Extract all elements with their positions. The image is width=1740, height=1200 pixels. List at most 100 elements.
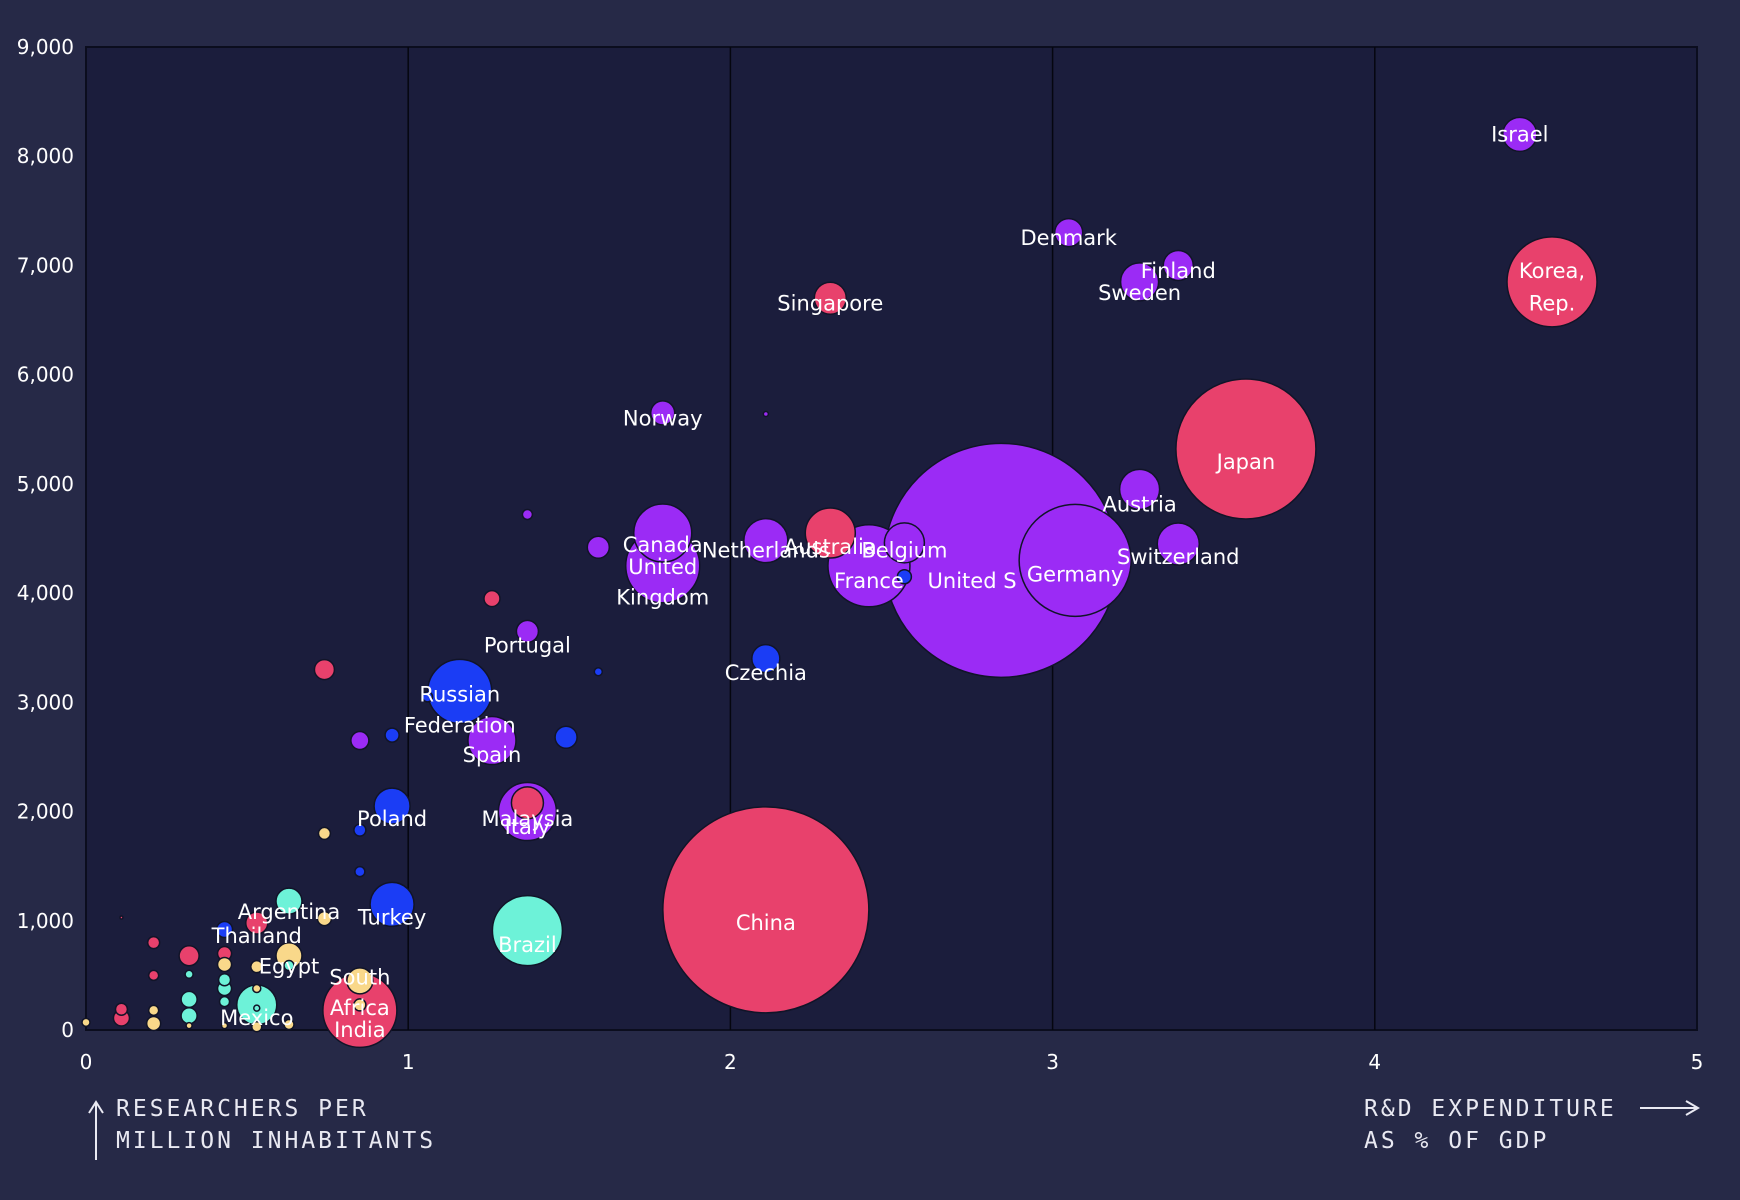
bubble-label-norway: Norway bbox=[623, 406, 703, 430]
x-tick-label: 0 bbox=[80, 1050, 93, 1074]
bubble-sweden bbox=[1119, 262, 1160, 302]
bubble-point-52 bbox=[353, 823, 367, 837]
bubble-thailand bbox=[245, 911, 269, 935]
bubble-norway bbox=[649, 400, 676, 426]
bubble-point-38 bbox=[350, 730, 370, 751]
bubble-denmark bbox=[1053, 217, 1084, 248]
bubble-point-71 bbox=[253, 1004, 261, 1012]
bubble-point-39 bbox=[483, 589, 501, 608]
bubble-brazil bbox=[491, 894, 564, 967]
bubble-point-44 bbox=[384, 727, 400, 743]
bubble-label-united-s: United S bbox=[928, 569, 1017, 593]
bubble-malaysia bbox=[510, 786, 545, 820]
bubble-label-germany: Germany bbox=[1027, 563, 1124, 587]
bubble-label-sweden: Sweden bbox=[1098, 281, 1181, 305]
bubble-point-37 bbox=[178, 944, 200, 967]
bubble-czechia bbox=[751, 643, 781, 674]
bubble-point-60 bbox=[354, 865, 366, 878]
bubble-label-denmark: Denmark bbox=[1020, 226, 1117, 250]
bubble-label-south: South bbox=[329, 966, 390, 990]
x-tick-label: 2 bbox=[724, 1050, 737, 1074]
bubble-point-59 bbox=[521, 508, 534, 521]
bubble-point-55 bbox=[217, 973, 232, 987]
bubble-poland bbox=[373, 787, 411, 825]
bubbles bbox=[81, 116, 1598, 1049]
y-tick-label: 6,000 bbox=[17, 363, 74, 387]
bubble-label-federation: Federation bbox=[404, 713, 516, 737]
bubble-label-spain: Spain bbox=[463, 743, 522, 767]
bubble-label-canada: Canada bbox=[623, 533, 703, 557]
bubble-label-rep: Rep. bbox=[1529, 292, 1576, 316]
bubble-label-austria: Austria bbox=[1103, 493, 1177, 517]
bubble-point-67 bbox=[593, 667, 604, 677]
y-tick-label: 9,000 bbox=[17, 35, 74, 59]
bubble-israel bbox=[1502, 116, 1538, 153]
y-tick-label: 8,000 bbox=[17, 144, 74, 168]
bubble-point-61 bbox=[283, 959, 295, 972]
bubble-point-72 bbox=[185, 1021, 193, 1030]
bubble-label-russian: Russian bbox=[419, 683, 500, 707]
bubble-point-62 bbox=[147, 969, 160, 982]
bubble-austria bbox=[1118, 468, 1161, 511]
y-axis-title-line-1: RESEARCHERS PER bbox=[116, 1096, 369, 1122]
bubble-label-africa: Africa bbox=[330, 996, 390, 1020]
bubble-point-58 bbox=[421, 691, 434, 703]
y-axis-title: RESEARCHERS PER MILLION INHABITANTS bbox=[88, 1096, 436, 1160]
bubble-point-63 bbox=[218, 995, 231, 1008]
bubble-netherlands bbox=[743, 517, 789, 564]
bubble-label-netherlands: Netherlands bbox=[702, 539, 830, 563]
bubble-point-34 bbox=[554, 725, 578, 750]
bubble-turkey bbox=[369, 881, 415, 928]
x-axis-arrowhead bbox=[1685, 1100, 1700, 1116]
bubble-finland bbox=[1162, 249, 1195, 282]
bubble-point-57 bbox=[114, 1002, 129, 1016]
bubble-point-69 bbox=[252, 983, 262, 994]
bubble-label-argentina: Argentina bbox=[238, 900, 340, 924]
bubble-point-65 bbox=[251, 1020, 263, 1033]
bubble-south-africa bbox=[346, 967, 374, 995]
bubble-label-czechia: Czechia bbox=[725, 661, 807, 685]
bubble-label-malaysia: Malaysia bbox=[482, 807, 574, 831]
y-tick-label: 2,000 bbox=[17, 800, 74, 824]
x-tick-label: 5 bbox=[1691, 1050, 1704, 1074]
bubble-point-68 bbox=[184, 969, 194, 980]
bubble-label-mexico: Mexico bbox=[220, 1006, 293, 1030]
bubble-point-66 bbox=[283, 1018, 295, 1031]
y-axis-arrowhead bbox=[88, 1100, 104, 1114]
bubble-label-portugal: Portugal bbox=[484, 634, 571, 658]
y-tick-label: 4,000 bbox=[17, 581, 74, 605]
bubble-label-singapore: Singapore bbox=[777, 292, 883, 316]
y-axis-ticks: 0 1,000 2,000 3,000 4,000 5,000 6,000 7,000 8,00… bbox=[17, 35, 74, 1042]
bubble-point-46 bbox=[316, 910, 333, 927]
y-tick-label: 3,000 bbox=[17, 690, 74, 714]
bubble-point-70 bbox=[81, 1017, 91, 1028]
y-tick-label: 7,000 bbox=[17, 253, 74, 277]
bubble-label-thailand: Thailand bbox=[211, 924, 302, 948]
bubble-canada bbox=[632, 503, 693, 563]
x-axis-title: R&D EXPENDITURE AS % OF GDP bbox=[1364, 1096, 1700, 1154]
bubble-point-40 bbox=[215, 920, 234, 939]
bubble-korea-rep bbox=[1506, 236, 1598, 328]
bubble-point-73 bbox=[220, 1021, 229, 1030]
bubble-point-35 bbox=[586, 535, 611, 559]
bubble-point-53 bbox=[146, 935, 161, 950]
bubble-point-54 bbox=[250, 959, 264, 974]
y-axis-title-line-2: MILLION INHABITANTS bbox=[116, 1128, 436, 1154]
bubble-label-belgium: Belgium bbox=[861, 539, 947, 563]
bubble-germany bbox=[1018, 503, 1132, 618]
bubble-label-japan: Japan bbox=[1215, 450, 1276, 474]
bubble-label-egypt: Egypt bbox=[259, 955, 320, 979]
bubble-belgium bbox=[883, 522, 926, 564]
bubble-point-41 bbox=[180, 990, 198, 1009]
bubble-point-48 bbox=[216, 956, 233, 973]
bubble-point-74 bbox=[762, 410, 770, 418]
bubble-label-india: India bbox=[334, 1018, 386, 1042]
bubble-portugal bbox=[515, 619, 540, 644]
x-tick-label: 4 bbox=[1368, 1050, 1381, 1074]
bubble-point-51 bbox=[317, 826, 332, 841]
bubble-point-75 bbox=[119, 915, 124, 920]
bubble-label-italy: Italy bbox=[505, 815, 551, 839]
bubble-label-brazil: Brazil bbox=[498, 933, 557, 957]
